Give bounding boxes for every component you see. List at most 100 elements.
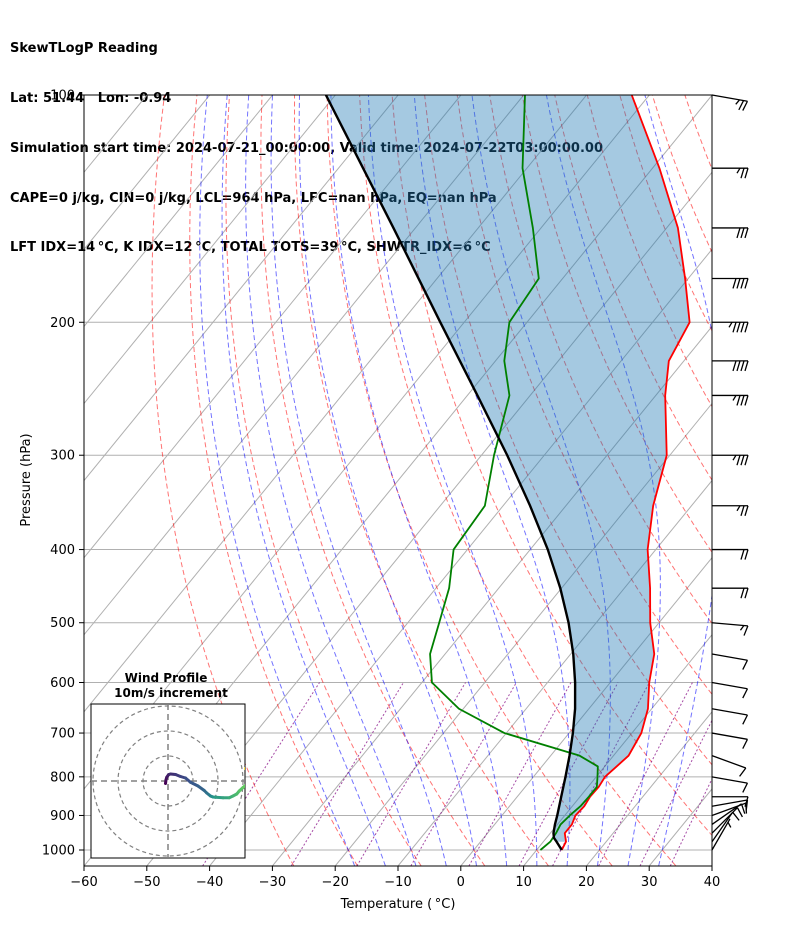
x-tick-label: −40 <box>196 875 223 890</box>
dry-adiabat <box>326 95 613 866</box>
dry-adiabat <box>651 95 712 254</box>
dry-adiabat <box>225 95 422 866</box>
isotherm-line <box>523 633 712 866</box>
wind-barb <box>711 776 749 793</box>
wind-barb <box>712 277 749 289</box>
barb-shaft <box>711 94 748 102</box>
hodograph-segment <box>247 782 250 784</box>
isotherm-line <box>586 711 712 866</box>
isotherm-line <box>84 95 587 713</box>
y-tick-label: 300 <box>50 449 75 464</box>
barb-shaft <box>711 681 748 690</box>
dry-adiabat <box>189 95 358 866</box>
wind-barb <box>712 360 749 372</box>
barb-shaft <box>711 799 748 807</box>
hodograph-rings <box>91 704 245 858</box>
wind-barb <box>712 796 749 807</box>
barb-flag <box>740 167 745 179</box>
barb-shaft <box>711 776 748 784</box>
hodograph-segment <box>241 783 245 789</box>
moist-adiabat <box>545 95 661 866</box>
barb-flag <box>728 321 733 328</box>
dewpoint-profile <box>429 95 599 851</box>
barb-shaft <box>711 755 747 769</box>
barb-flag <box>736 807 743 818</box>
hodograph-subtitle: 10m/s increment <box>114 686 228 700</box>
barb-flag <box>744 322 749 333</box>
stability-line: CAPE=0 j/kg, CIN=0 j/kg, LCL=964 hPa, LF… <box>10 190 497 206</box>
barb-flag <box>744 360 749 372</box>
barb-flag <box>744 455 749 466</box>
mixing-ratio-line <box>518 682 619 866</box>
barb-flag <box>738 100 745 111</box>
hodograph-title: Wind Profile <box>125 671 208 685</box>
y-tick-label: 700 <box>50 727 75 742</box>
barb-flag <box>740 360 745 372</box>
parcel-profile <box>324 95 577 851</box>
y-tick-label: 500 <box>50 616 75 631</box>
barb-flag <box>727 821 732 828</box>
barb-flag <box>744 505 749 516</box>
moist-adiabat <box>644 95 712 866</box>
hodograph-ring <box>117 730 219 832</box>
barb-flag <box>739 625 745 631</box>
barb-flag <box>742 739 749 749</box>
title: SkewTLogP Reading <box>10 41 158 57</box>
barb-flag <box>735 99 741 105</box>
y-tick-label: 600 <box>50 676 75 691</box>
wind-barb <box>711 653 749 670</box>
barb-flag <box>744 587 749 599</box>
barb-flag <box>743 625 749 636</box>
wind-barb <box>711 622 749 636</box>
y-tick-label: 800 <box>50 770 75 785</box>
dry-adiabat <box>359 95 677 866</box>
barb-shaft <box>711 803 742 825</box>
isotherm-line <box>84 95 525 636</box>
dry-adiabat <box>489 95 712 625</box>
hodograph-trace <box>164 767 250 800</box>
barb-flag <box>740 395 745 406</box>
barb-shaft <box>711 708 748 716</box>
isotherm-line <box>84 95 462 559</box>
barb-flag <box>744 278 749 289</box>
y-tick-label: 200 <box>50 316 75 331</box>
isotherm-line <box>711 865 712 866</box>
barb-flag <box>740 549 745 560</box>
mixing-ratio-line <box>468 682 572 866</box>
wind-barb <box>712 321 749 333</box>
adiabat-lines <box>151 95 712 866</box>
barb-flag <box>736 322 741 333</box>
wind-barb <box>712 227 749 239</box>
y-tick-label: 1000 <box>42 844 75 859</box>
dry-adiabat <box>424 95 712 766</box>
wind-barb <box>711 803 746 825</box>
wind-barb <box>711 681 749 699</box>
x-tick-label: −10 <box>384 875 411 890</box>
x-tick-label: 20 <box>578 875 595 890</box>
mixing-ratio-line <box>356 682 466 866</box>
barb-flag <box>739 767 747 777</box>
x-tick-label: 40 <box>704 875 721 890</box>
barb-flag <box>736 505 741 512</box>
mixing-ratio-line <box>552 682 650 866</box>
wind-barbs <box>711 94 749 851</box>
y-axis-label: Pressure (hPa) <box>19 433 34 526</box>
isotherm-line <box>84 95 211 251</box>
barb-flag <box>742 659 749 670</box>
barb-flag <box>732 811 740 821</box>
wind-barb <box>711 732 749 749</box>
barb-flag <box>740 455 745 466</box>
isotherm-line <box>84 95 273 328</box>
wind-barb <box>711 799 749 811</box>
barb-shaft <box>711 622 748 627</box>
x-tick-label: −50 <box>133 875 160 890</box>
barb-flag <box>736 360 741 372</box>
barb-flag <box>744 167 749 179</box>
mixing-ratio-line <box>290 682 404 866</box>
temperature-profile <box>560 95 691 851</box>
cin-area <box>325 95 690 842</box>
barb-flag <box>740 227 745 239</box>
wind-barb <box>712 505 749 516</box>
barb-flag <box>736 278 741 289</box>
